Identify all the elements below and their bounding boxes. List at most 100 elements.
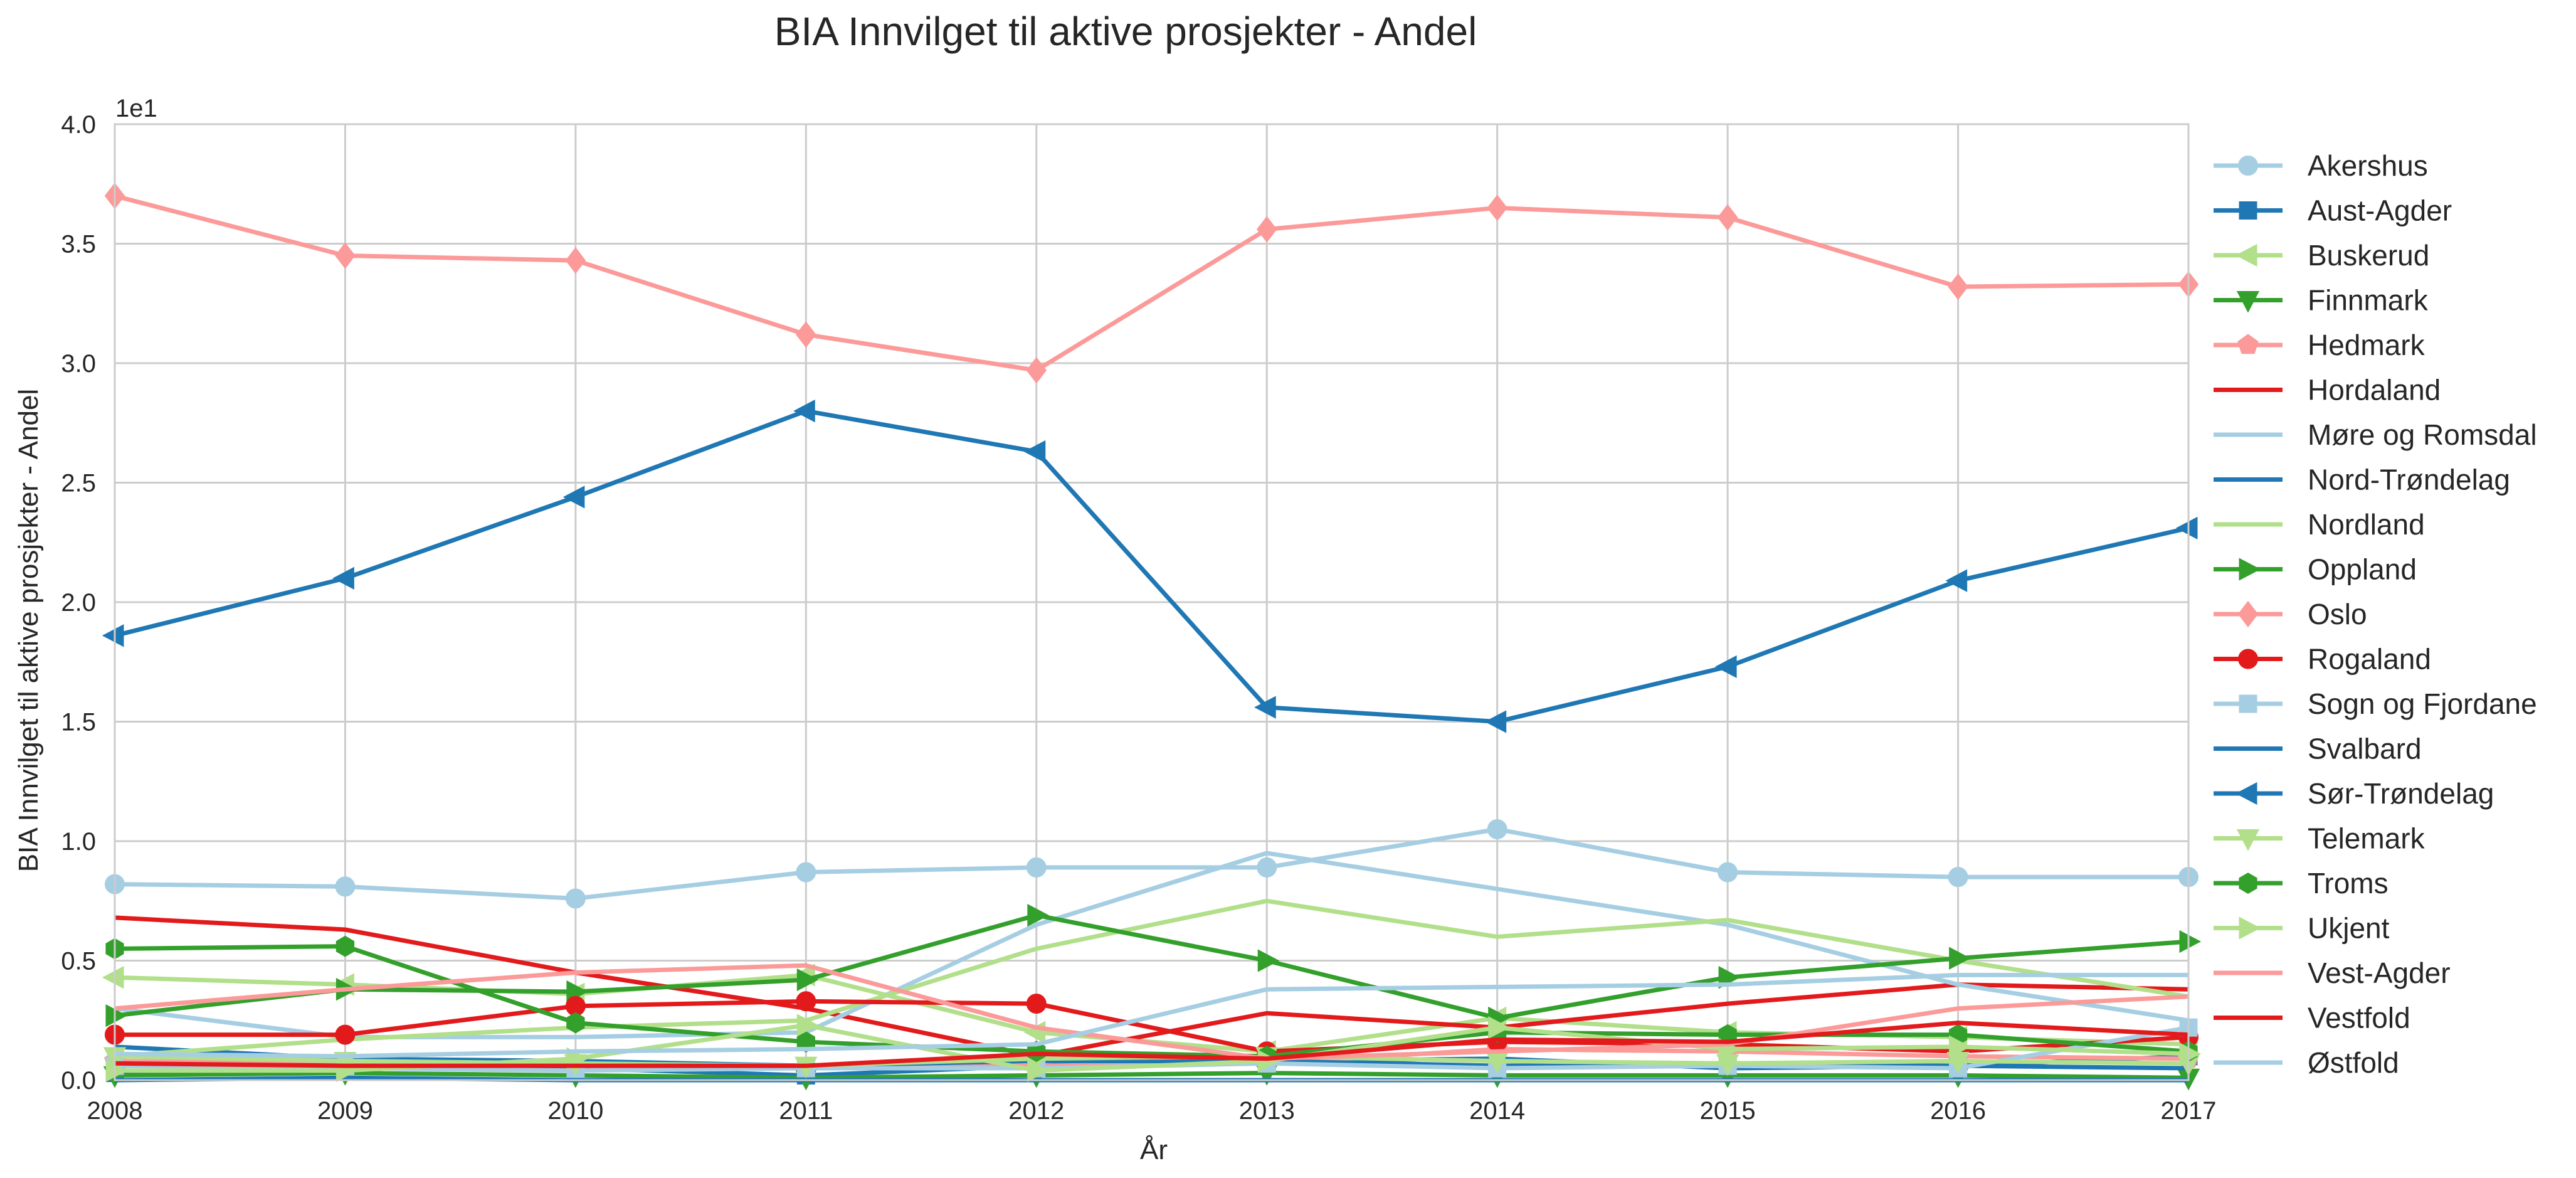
data-point [565, 247, 586, 274]
data-point [1949, 947, 1971, 970]
x-tick-label: 2011 [779, 1097, 833, 1125]
data-point [1488, 1016, 1510, 1039]
legend-label: Finnmark [2308, 284, 2429, 317]
series-line [114, 915, 2189, 1059]
legend-label: Rogaland [2308, 643, 2431, 676]
legend-item: Ukjent [2214, 912, 2390, 945]
series-group [102, 183, 2202, 1091]
series-line [114, 408, 2189, 724]
y-tick-label: 2.0 [61, 589, 96, 617]
x-axis-label: År [1140, 1135, 1168, 1165]
data-point [1027, 1059, 1049, 1082]
data-point [2179, 930, 2202, 953]
y-axis-label: BIA Innvilget til aktive prosjekter - An… [13, 389, 44, 872]
legend-label: Oslo [2308, 598, 2367, 630]
data-point [1027, 903, 1049, 927]
data-point [102, 624, 124, 647]
legend-marker [2236, 829, 2260, 851]
data-point [1257, 949, 1280, 972]
data-point [565, 888, 586, 909]
y-tick-label: 4.0 [61, 111, 96, 139]
legend-label: Akershus [2308, 149, 2428, 182]
y-tick-label: 3.0 [61, 350, 96, 378]
legend-label: Telemark [2308, 822, 2426, 855]
legend-label: Troms [2308, 867, 2389, 899]
data-point [796, 862, 816, 883]
series-line [114, 898, 2189, 1059]
data-point [335, 1024, 356, 1045]
series-hordaland [114, 915, 2189, 1059]
data-point [1257, 1049, 1280, 1073]
legend-marker [2239, 873, 2257, 894]
data-point [335, 242, 356, 269]
data-point [1718, 862, 1738, 883]
data-point [1023, 440, 1046, 464]
legend: Akershus Aust-Agder Buskerud Finnmark Hedmar… [2214, 149, 2537, 1079]
x-tick-label: 2010 [547, 1097, 603, 1125]
legend-label: Vestfold [2308, 1002, 2410, 1034]
legend-item: Vestfold [2214, 1002, 2410, 1034]
series-line [114, 827, 2188, 901]
data-point [2179, 1042, 2202, 1066]
y-tick-label: 0.5 [61, 948, 96, 975]
legend-marker [2239, 916, 2261, 940]
data-point [796, 991, 816, 1012]
data-point [1948, 273, 1968, 300]
y-tick-label: 1.5 [61, 709, 96, 736]
data-point [1026, 994, 1047, 1014]
legend-marker [2238, 156, 2258, 176]
data-point [332, 566, 354, 590]
legend-label: Nord-Trøndelag [2308, 464, 2510, 496]
legend-label: Sør-Trøndelag [2308, 777, 2494, 810]
series-møre-og-romsdal [114, 851, 2189, 1039]
data-point [335, 876, 356, 897]
data-point [1484, 710, 1507, 733]
x-tick-label: 2008 [87, 1097, 143, 1125]
legend-label: Svalbard [2308, 733, 2422, 765]
data-point [1945, 569, 1968, 592]
legend-item: Vest-Agder [2214, 957, 2451, 989]
legend-label: Sogn og Fjordane [2308, 687, 2537, 720]
legend-label: Hordaland [2308, 374, 2441, 406]
legend-item: Akershus [2214, 149, 2428, 182]
data-point [1256, 216, 1277, 243]
legend-label: Nordland [2308, 508, 2425, 541]
legend-item: Nordland [2214, 508, 2425, 541]
data-point [1254, 696, 1276, 719]
series-line [114, 963, 2189, 1061]
data-point [1257, 857, 1277, 878]
legend-label: Aust-Agder [2308, 194, 2452, 227]
x-tick-label: 2017 [2161, 1097, 2217, 1125]
legend-item: Buskerud [2214, 239, 2429, 272]
series-line [114, 944, 2189, 1059]
data-point [1949, 1035, 1971, 1058]
x-tick-label: 2012 [1008, 1097, 1064, 1125]
data-point [793, 400, 815, 423]
series-line [114, 972, 2188, 1059]
legend-label: Ukjent [2308, 912, 2390, 945]
data-point [796, 1014, 819, 1037]
series-vest-agder [114, 963, 2189, 1061]
legend-item: Sogn og Fjordane [2214, 687, 2537, 720]
legend-item: Møre og Romsdal [2214, 418, 2537, 451]
y-tick-label: 3.5 [61, 231, 96, 258]
series-nord-trøndelag [114, 1044, 2189, 1071]
legend-item: Hordaland [2214, 374, 2441, 406]
data-point [1026, 357, 1047, 384]
legend-item: Aust-Agder [2214, 194, 2452, 227]
chart-title: BIA Innvilget til aktive prosjekter - An… [774, 9, 1477, 54]
legend-marker [2239, 558, 2261, 581]
data-point [1026, 857, 1047, 878]
series-sør-trøndelag [102, 400, 2198, 733]
legend-label: Hedmark [2308, 329, 2426, 361]
legend-marker [2239, 201, 2257, 220]
legend-marker [2238, 649, 2258, 669]
y-axis-offset-label: 1e1 [115, 95, 157, 122]
plot-frame [113, 123, 2190, 1081]
x-tick-label: 2016 [1930, 1097, 1986, 1125]
legend-label: Møre og Romsdal [2308, 418, 2537, 451]
legend-item: Østfold [2214, 1046, 2399, 1079]
x-tick-label: 2014 [1469, 1097, 1525, 1125]
data-point [796, 968, 819, 992]
